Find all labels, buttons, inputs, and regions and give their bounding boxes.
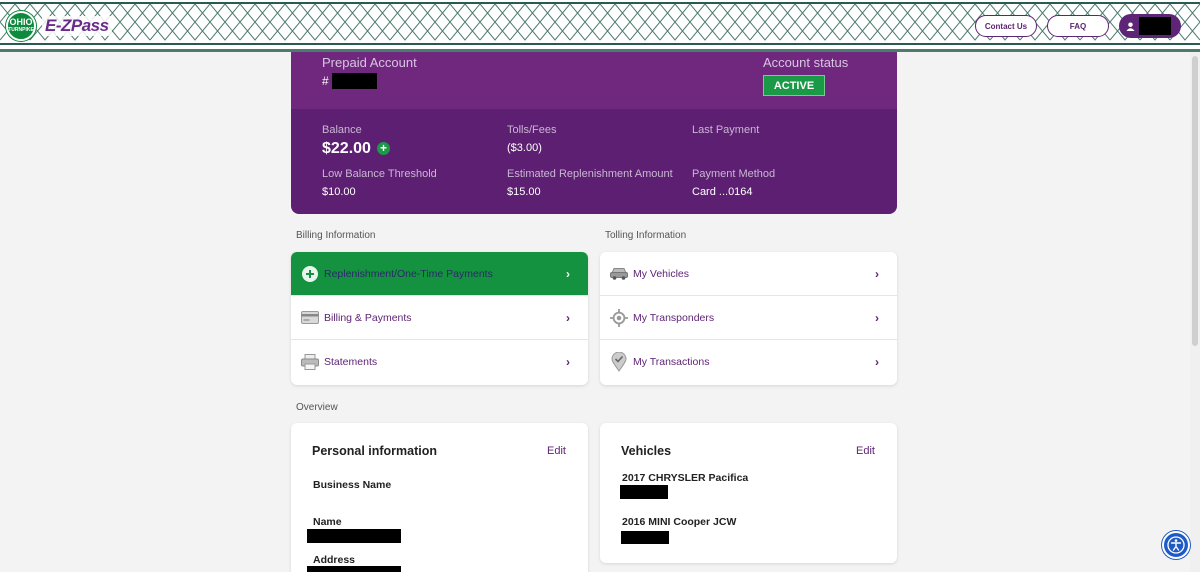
menu-item-replenishment[interactable]: Replenishment/One-Time Payments › [291,252,588,296]
chevron-right-icon: › [566,310,570,325]
billing-menu: Replenishment/One-Time Payments › Billin… [291,252,588,385]
site-header: OHIO TURNPIKE E-ZPass Contact Us FAQ [0,0,1200,52]
account-status-label: Account status [763,55,849,70]
vehicle-item: 2017 CHRYSLER Pacifica [622,472,749,484]
accessibility-button[interactable] [1162,531,1190,559]
personal-info-title: Personal information [312,444,438,458]
menu-item-label: My Transponders [633,311,715,324]
page-scrollbar[interactable] [1190,52,1200,572]
redacted-name [307,529,401,543]
redacted-address [307,566,401,572]
payment-method-label: Payment Method [692,168,776,180]
logo-ohio-text: OHIO [9,17,33,27]
vehicles-title: Vehicles [621,444,672,458]
menu-item-label: My Transactions [633,356,710,368]
account-type-label: Prepaid Account [322,55,417,70]
balance-label: Balance [322,124,362,136]
chevron-right-icon: › [875,355,879,369]
ohio-turnpike-logo[interactable]: OHIO TURNPIKE [6,11,36,41]
menu-item-label: My Vehicles [633,267,690,280]
scrollbar-thumb[interactable] [1192,56,1198,346]
add-funds-icon[interactable]: + [377,142,390,155]
chevron-right-icon: › [566,355,570,369]
menu-item-my-vehicles[interactable]: My Vehicles › [600,252,897,296]
personal-information-card: Personal information Edit Business Name … [291,423,588,572]
ezpass-logo[interactable]: E-ZPass [42,16,112,36]
tolling-section-label: Tolling Information [605,230,687,241]
menu-item-statements[interactable]: Statements › [291,340,588,384]
tolling-menu: My Vehicles › My Transponders › My Trans… [600,252,897,385]
balance-value: $22.00 [322,140,371,157]
chevron-right-icon: › [566,266,570,281]
logo-turnpike-text: TURNPIKE [8,27,34,33]
low-balance-threshold-value: $10.00 [322,186,356,198]
plus-circle-icon [301,265,319,283]
printer-icon [301,353,319,371]
user-icon [1126,21,1135,31]
redacted-plate [621,531,669,544]
account-number-prefix: # [322,74,329,88]
tolls-fees-label: Tolls/Fees [507,124,557,136]
tolls-fees-value: ($3.00) [507,142,542,154]
account-number: # [322,73,377,89]
user-menu-button[interactable] [1119,14,1181,38]
menu-item-my-transactions[interactable]: My Transactions › [600,340,897,384]
accessibility-icon [1167,536,1185,554]
status-badge: ACTIVE [763,75,825,96]
billing-section-label: Billing Information [296,230,376,241]
vehicle-item: 2016 MINI Cooper JCW [622,516,737,528]
menu-item-label: Replenishment/One-Time Payments [324,267,493,280]
last-payment-label: Last Payment [692,124,760,136]
low-balance-threshold-label: Low Balance Threshold [322,168,437,180]
personal-info-edit-link[interactable]: Edit [547,445,566,457]
map-pin-check-icon [610,352,628,372]
payment-method-value: Card ...0164 [692,186,753,198]
name-label: Name [313,516,342,528]
menu-item-label: Statements [324,356,378,368]
vehicles-card: Vehicles Edit 2017 CHRYSLER Pacifica 201… [600,423,897,563]
transponder-icon [610,308,628,327]
menu-item-label: Billing & Payments [324,311,412,324]
faq-button[interactable]: FAQ [1047,15,1109,37]
vehicles-edit-link[interactable]: Edit [856,445,875,457]
address-label: Address [313,554,356,566]
chevron-right-icon: › [875,266,879,281]
business-name-label: Business Name [313,479,392,491]
redacted-username [1139,17,1171,35]
redacted-account-number [331,73,377,89]
contact-us-button[interactable]: Contact Us [975,15,1037,37]
overview-section-label: Overview [296,402,338,413]
car-icon [610,265,628,283]
menu-item-billing-payments[interactable]: Billing & Payments › [291,296,588,340]
credit-card-icon [301,309,319,327]
account-summary-card: Prepaid Account # Account status ACTIVE … [291,52,897,214]
replenishment-amount-value: $15.00 [507,186,541,198]
redacted-plate [620,485,668,499]
menu-item-my-transponders[interactable]: My Transponders › [600,296,897,340]
replenishment-amount-label: Estimated Replenishment Amount [507,168,673,180]
chevron-right-icon: › [875,310,879,325]
